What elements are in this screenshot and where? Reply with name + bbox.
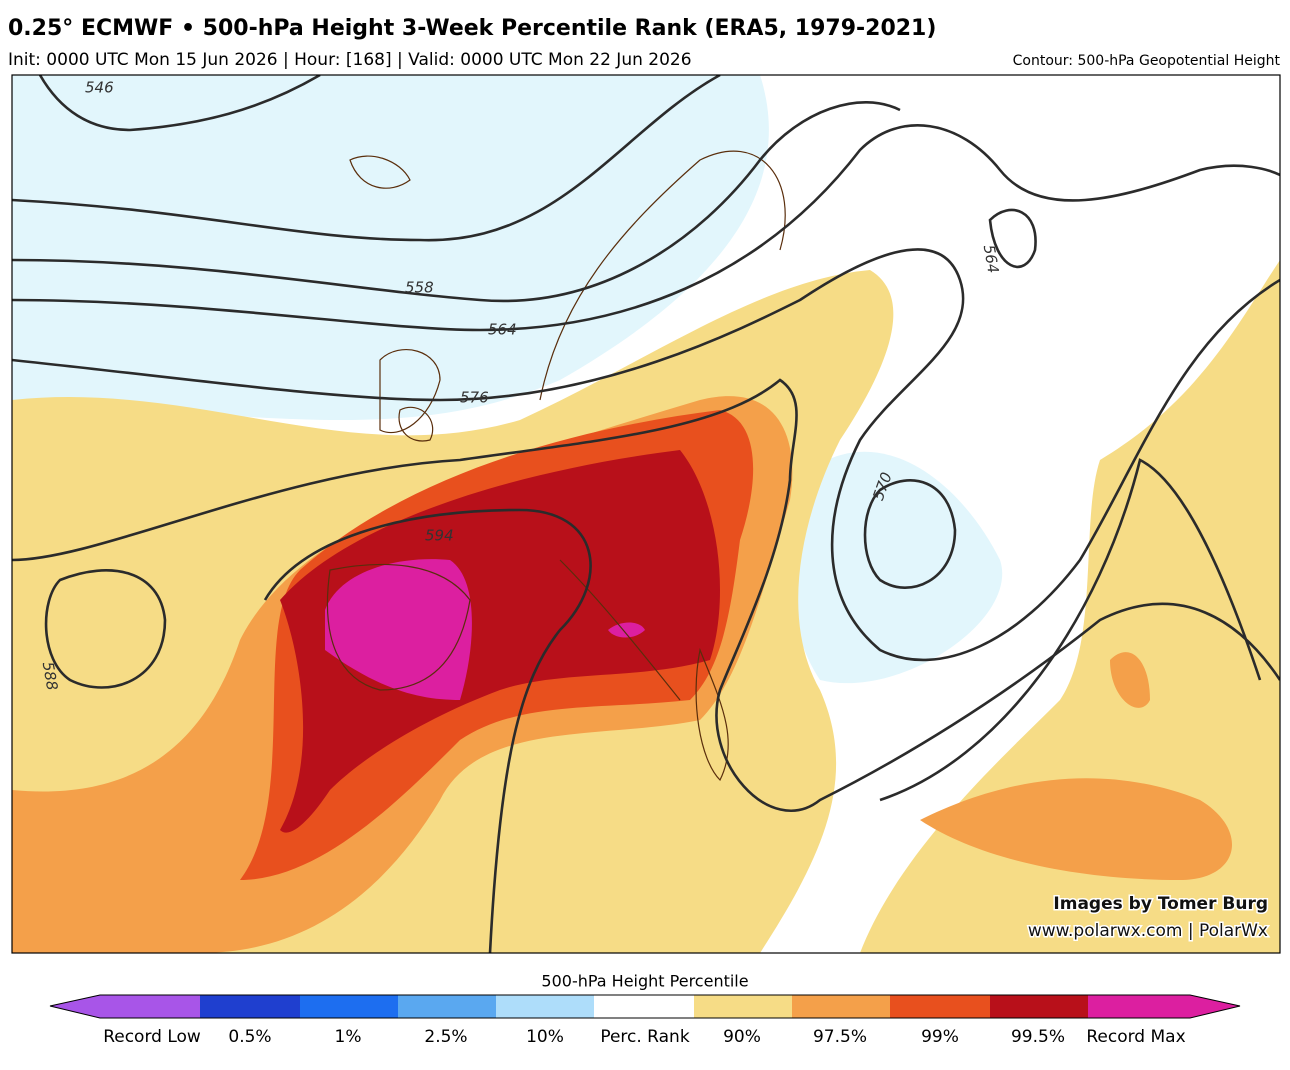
contour-label: 558 <box>405 279 434 297</box>
title: 0.25° ECMWF • 500-hPa Height 3-Week Perc… <box>8 16 936 41</box>
contour-label: 594 <box>425 527 454 545</box>
colorbar-title: 500-hPa Height Percentile <box>541 972 748 991</box>
contour-label: 546 <box>85 79 114 97</box>
colorbar <box>49 994 1241 1019</box>
map-frame <box>11 74 1281 954</box>
colorbar-label: Record Max <box>1086 1027 1185 1047</box>
contour-label: 564 <box>488 321 517 339</box>
contour-label: 588 <box>39 660 62 691</box>
colorbar-label: 99.5% <box>1011 1027 1065 1047</box>
colorbar-label: 99% <box>921 1027 959 1047</box>
colorbar-label: Record Low <box>103 1027 201 1047</box>
colorbar-label: 1% <box>335 1027 362 1047</box>
colorbar-labels: Record Low 0.5% 1% 2.5% 10% Perc. Rank 90% 97.5… <box>103 1027 1185 1047</box>
colorbar-label: 90% <box>723 1027 761 1047</box>
contour-label: 564 <box>980 243 1003 274</box>
subtitle: Init: 0000 UTC Mon 15 Jun 2026 | Hour: [… <box>8 50 692 70</box>
contour-note: Contour: 500-hPa Geopotential Height <box>1013 53 1281 69</box>
colorbar-label: 10% <box>526 1027 564 1047</box>
credit: www.polarwx.com | PolarWx <box>1028 921 1268 941</box>
colorbar-label: 0.5% <box>228 1027 271 1047</box>
map: 546 558 564 576 594 588 564 570 Images b… <box>12 75 1280 953</box>
contour-label: 576 <box>460 389 489 407</box>
colorbar-label: 2.5% <box>424 1027 467 1047</box>
colorbar-label: 97.5% <box>813 1027 867 1047</box>
credit: Images by Tomer Burg <box>1053 894 1268 914</box>
colorbar-label: Perc. Rank <box>600 1027 690 1047</box>
